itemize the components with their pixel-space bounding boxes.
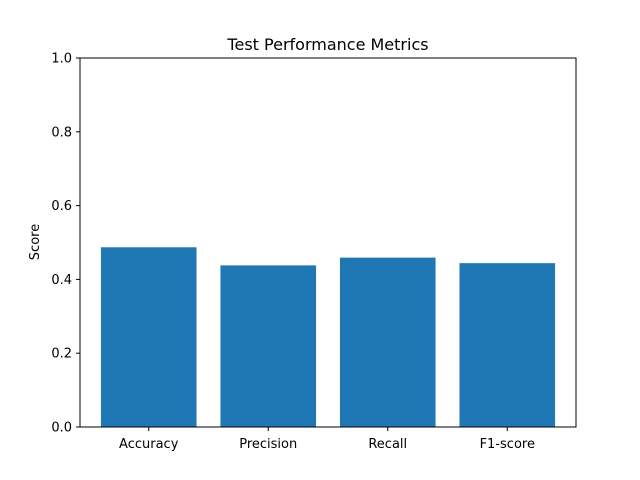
y-tick-label: 0.8: [51, 125, 72, 140]
bar-f1-score: [459, 263, 556, 427]
x-tick-label: Recall: [368, 437, 407, 452]
bar-precision: [220, 265, 317, 427]
y-tick-label: 0.0: [51, 421, 72, 436]
y-tick-label: 0.2: [51, 347, 72, 362]
x-tick-label: F1-score: [480, 437, 535, 452]
plot-frame: [79, 57, 577, 428]
bar-accuracy: [100, 247, 197, 427]
y-axis-label: Score: [28, 224, 43, 260]
x-tick-label: Precision: [239, 437, 297, 452]
chart-title: Test Performance Metrics: [226, 35, 428, 54]
bars-group: [100, 247, 556, 427]
ticks-group: Accuracy Precision Recall F1-score 0.0 0.2 0.4…: [51, 52, 535, 453]
y-tick-label: 1.0: [51, 52, 72, 67]
y-tick-label: 0.4: [51, 273, 72, 288]
y-tick-label: 0.6: [51, 199, 72, 214]
x-tick-label: Accuracy: [119, 437, 179, 452]
bar-recall: [339, 257, 436, 427]
